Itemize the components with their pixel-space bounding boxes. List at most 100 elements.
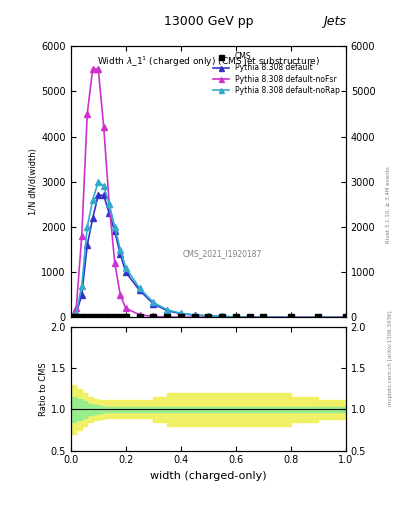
Legend: CMS, Pythia 8.308 default, Pythia 8.308 default-noFsr, Pythia 8.308 default-noRa: CMS, Pythia 8.308 default, Pythia 8.308 …: [211, 50, 342, 97]
Pythia 8.308 default: [316, 314, 321, 321]
Pythia 8.308 default-noRap: [178, 310, 183, 316]
CMS: [178, 314, 183, 321]
CMS: [343, 314, 348, 321]
Pythia 8.308 default-noRap: [85, 224, 90, 230]
Pythia 8.308 default: [79, 292, 84, 298]
CMS: [107, 314, 112, 321]
Pythia 8.308 default: [343, 314, 348, 321]
Pythia 8.308 default-noRap: [316, 314, 321, 321]
Pythia 8.308 default-noFsr: [107, 201, 112, 207]
Pythia 8.308 default-noRap: [96, 179, 101, 185]
Pythia 8.308 default: [68, 314, 73, 321]
Pythia 8.308 default-noFsr: [343, 314, 348, 321]
CMS: [85, 314, 90, 321]
Pythia 8.308 default-noRap: [137, 285, 142, 291]
X-axis label: width (charged-only): width (charged-only): [150, 471, 266, 481]
CMS: [137, 314, 142, 321]
Pythia 8.308 default: [123, 269, 128, 275]
Text: mcplots.cern.ch [arXiv:1306.3436]: mcplots.cern.ch [arXiv:1306.3436]: [388, 311, 393, 406]
CMS: [123, 314, 128, 321]
CMS: [118, 314, 123, 321]
CMS: [233, 314, 238, 321]
Pythia 8.308 default: [74, 311, 79, 317]
Pythia 8.308 default-noRap: [206, 313, 211, 319]
Pythia 8.308 default-noFsr: [206, 314, 211, 321]
Pythia 8.308 default: [206, 313, 211, 319]
Pythia 8.308 default-noFsr: [220, 314, 224, 321]
Pythia 8.308 default-noRap: [288, 314, 293, 321]
Pythia 8.308 default-noRap: [68, 314, 73, 321]
Pythia 8.308 default-noFsr: [96, 66, 101, 72]
Pythia 8.308 default-noFsr: [178, 314, 183, 321]
CMS: [96, 314, 101, 321]
Pythia 8.308 default-noRap: [123, 265, 128, 271]
Pythia 8.308 default-noRap: [107, 201, 112, 207]
Pythia 8.308 default: [137, 287, 142, 293]
Pythia 8.308 default: [261, 314, 266, 321]
Pythia 8.308 default-noRap: [151, 300, 156, 306]
CMS: [206, 314, 211, 321]
CMS: [74, 314, 79, 321]
Pythia 8.308 default: [85, 242, 90, 248]
Pythia 8.308 default-noFsr: [118, 292, 123, 298]
Pythia 8.308 default: [90, 215, 95, 221]
Pythia 8.308 default-noRap: [261, 314, 266, 321]
Pythia 8.308 default: [118, 251, 123, 257]
CMS: [68, 314, 73, 321]
CMS: [247, 314, 252, 321]
Pythia 8.308 default-noFsr: [112, 260, 117, 266]
Pythia 8.308 default-noRap: [165, 307, 169, 313]
Text: Rivet 3.1.10, ≥ 3.4M events: Rivet 3.1.10, ≥ 3.4M events: [386, 166, 391, 243]
Pythia 8.308 default: [96, 192, 101, 198]
CMS: [112, 314, 117, 321]
Pythia 8.308 default-noFsr: [165, 314, 169, 320]
Y-axis label: Ratio to CMS: Ratio to CMS: [39, 362, 48, 416]
Pythia 8.308 default-noFsr: [288, 314, 293, 321]
CMS: [220, 314, 224, 321]
Pythia 8.308 default: [233, 314, 238, 320]
Pythia 8.308 default-noFsr: [316, 314, 321, 321]
CMS: [101, 314, 106, 321]
CMS: [288, 314, 293, 321]
CMS: [261, 314, 266, 321]
Pythia 8.308 default-noRap: [192, 312, 197, 318]
Pythia 8.308 default-noFsr: [74, 305, 79, 311]
Pythia 8.308 default-noFsr: [101, 124, 106, 131]
Text: Width $\lambda$_1$^1$ (charged only) (CMS jet substructure): Width $\lambda$_1$^1$ (charged only) (CM…: [97, 54, 320, 69]
Pythia 8.308 default-noRap: [247, 314, 252, 320]
Pythia 8.308 default: [151, 301, 156, 307]
Pythia 8.308 default-noFsr: [68, 314, 73, 321]
CMS: [151, 314, 156, 321]
Pythia 8.308 default-noRap: [101, 183, 106, 189]
Pythia 8.308 default-noFsr: [79, 233, 84, 239]
Line: Pythia 8.308 default-noRap: Pythia 8.308 default-noRap: [68, 179, 349, 320]
Pythia 8.308 default-noFsr: [261, 314, 266, 321]
Pythia 8.308 default: [178, 311, 183, 317]
Text: 13000 GeV pp: 13000 GeV pp: [163, 15, 253, 28]
Pythia 8.308 default: [112, 228, 117, 234]
Pythia 8.308 default: [101, 192, 106, 198]
Pythia 8.308 default-noRap: [343, 314, 348, 321]
Pythia 8.308 default-noFsr: [192, 314, 197, 321]
CMS: [192, 314, 197, 321]
Pythia 8.308 default-noRap: [220, 313, 224, 319]
Y-axis label: 1/N dN/d(width): 1/N dN/d(width): [29, 148, 39, 215]
Pythia 8.308 default-noFsr: [123, 305, 128, 311]
Text: CMS_2021_I1920187: CMS_2021_I1920187: [182, 249, 262, 258]
CMS: [90, 314, 95, 321]
CMS: [316, 314, 321, 321]
Pythia 8.308 default-noFsr: [233, 314, 238, 321]
Pythia 8.308 default: [247, 314, 252, 320]
Pythia 8.308 default-noFsr: [137, 312, 142, 318]
Line: Pythia 8.308 default-noFsr: Pythia 8.308 default-noFsr: [68, 66, 349, 320]
CMS: [165, 314, 169, 321]
Pythia 8.308 default: [288, 314, 293, 321]
Pythia 8.308 default-noFsr: [90, 66, 95, 72]
Pythia 8.308 default-noRap: [118, 246, 123, 252]
Pythia 8.308 default-noRap: [233, 314, 238, 320]
Pythia 8.308 default: [165, 308, 169, 314]
Pythia 8.308 default-noRap: [112, 224, 117, 230]
Pythia 8.308 default-noRap: [90, 197, 95, 203]
Pythia 8.308 default: [220, 313, 224, 319]
Pythia 8.308 default-noRap: [74, 310, 79, 316]
